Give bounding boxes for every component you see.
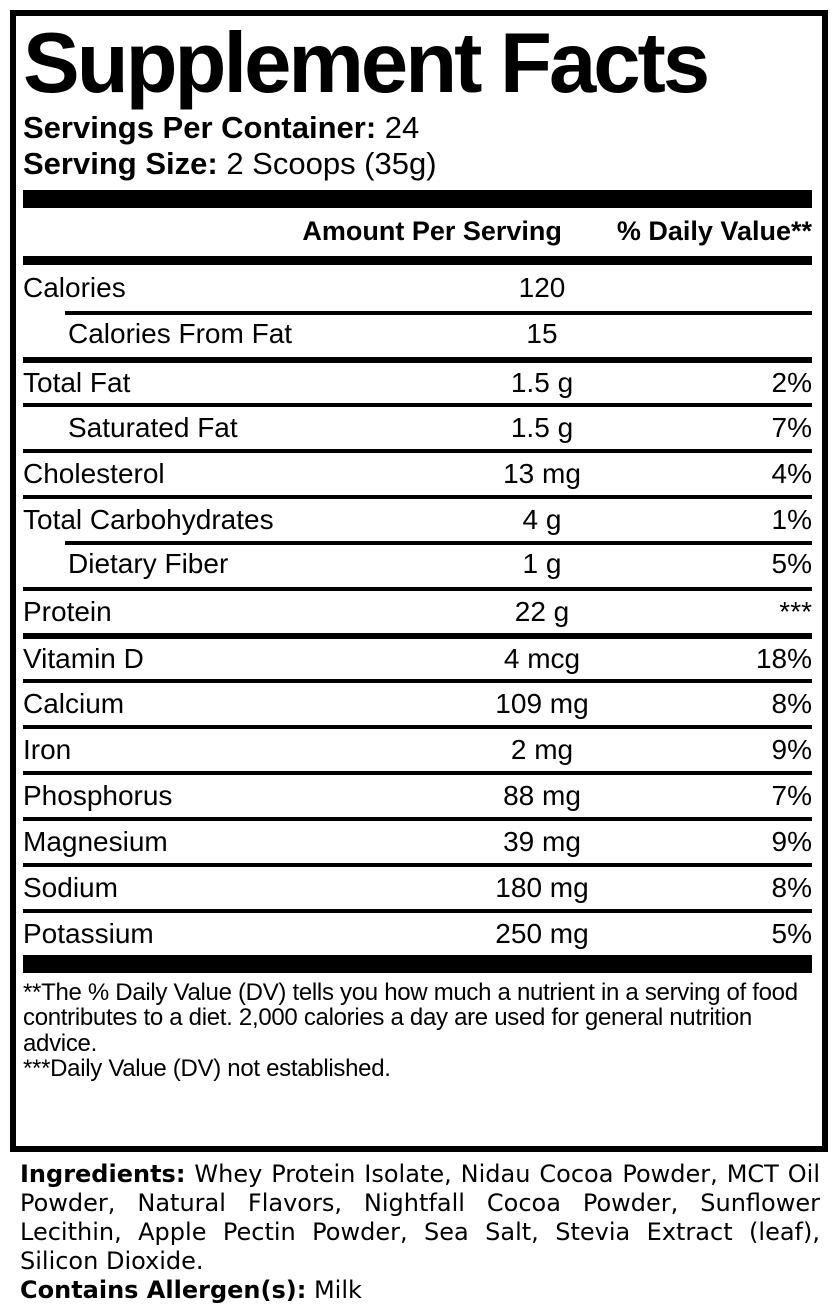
table-row: Vitamin D 4 mcg 18% xyxy=(23,632,812,679)
nutrient-amount: 13 mg xyxy=(503,457,581,489)
facts-table-header: Amount Per Serving % Daily Value** xyxy=(23,208,812,256)
table-row: Saturated Fat 1.5 g 7% xyxy=(23,402,812,449)
nutrient-amount: 39 mg xyxy=(503,825,581,857)
nutrient-daily-value: *** xyxy=(779,595,812,627)
amount-per-serving-header: Amount Per Serving xyxy=(302,216,562,247)
nutrient-amount: 4 g xyxy=(522,503,562,535)
separator-bar-header xyxy=(23,255,812,265)
nutrient-amount: 1 g xyxy=(522,547,562,579)
nutrient-daily-value: 7% xyxy=(771,411,812,443)
serving-size-value: 2 Scoops (35g) xyxy=(226,145,437,181)
table-row: Calories 120 xyxy=(23,265,812,311)
table-row: Sodium 180 mg 8% xyxy=(23,862,812,909)
nutrient-name: Calories xyxy=(23,271,126,303)
daily-value-header: % Daily Value** xyxy=(616,216,812,247)
nutrient-daily-value: 8% xyxy=(771,687,812,719)
table-row: Dietary Fiber 1 g 5% xyxy=(23,540,812,587)
nutrient-amount: 120 xyxy=(518,271,566,303)
table-row: Phosphorus 88 mg 7% xyxy=(23,770,812,817)
nutrient-name: Potassium xyxy=(23,917,154,949)
nutrient-amount: 180 mg xyxy=(495,871,589,903)
allergen-value: Milk xyxy=(313,1276,362,1304)
nutrient-name: Saturated Fat xyxy=(68,411,238,443)
nutrient-name: Sodium xyxy=(23,871,118,903)
nutrient-amount: 1.5 g xyxy=(510,366,574,398)
facts-table-body: Calories 120 Calories From Fat 15 Total … xyxy=(23,265,812,955)
table-row: Calories From Fat 15 xyxy=(23,310,812,357)
nutrient-daily-value: 1% xyxy=(771,503,812,535)
table-row: Cholesterol 13 mg 4% xyxy=(23,448,812,495)
nutrient-name: Cholesterol xyxy=(23,457,165,489)
nutrient-name: Magnesium xyxy=(23,825,168,857)
table-row: Protein 22 g *** xyxy=(23,586,812,633)
supplement-facts-panel: Supplement Facts Servings Per Container:… xyxy=(10,10,828,1152)
table-row: Iron 2 mg 9% xyxy=(23,724,812,771)
nutrient-amount: 109 mg xyxy=(495,687,589,719)
nutrient-amount: 22 g xyxy=(514,595,570,627)
servings-per-container-label: Servings Per Container: xyxy=(23,109,377,145)
nutrient-daily-value: 5% xyxy=(771,917,812,949)
nutrient-name: Iron xyxy=(23,733,72,765)
nutrient-daily-value: 5% xyxy=(771,547,812,579)
nutrient-amount: 1.5 g xyxy=(510,411,574,443)
nutrient-amount: 88 mg xyxy=(503,779,581,811)
nutrient-name: Vitamin D xyxy=(23,642,144,674)
nutrient-amount: 15 xyxy=(526,317,558,349)
table-row: Calcium 109 mg 8% xyxy=(23,678,812,725)
nutrient-name: Phosphorus xyxy=(23,779,173,811)
ingredients-section: Ingredients: Whey Protein Isolate, Nidau… xyxy=(20,1160,820,1305)
nutrient-name: Dietary Fiber xyxy=(68,547,229,579)
ingredients-paragraph: Ingredients: Whey Protein Isolate, Nidau… xyxy=(20,1160,820,1276)
allergen-label: Contains Allergen(s): xyxy=(20,1276,307,1304)
nutrient-name: Total Fat xyxy=(23,366,131,398)
nutrient-daily-value: 8% xyxy=(771,871,812,903)
servings-per-container: Servings Per Container: 24 xyxy=(23,110,812,146)
servings-per-container-value: 24 xyxy=(384,109,420,145)
nutrient-name: Total Carbohydrates xyxy=(23,503,274,535)
nutrient-daily-value: 9% xyxy=(771,733,812,765)
table-row: Potassium 250 mg 5% xyxy=(23,908,812,955)
not-established-footnote: ***Daily Value (DV) not established. xyxy=(23,1055,391,1083)
nutrient-amount: 250 mg xyxy=(495,917,589,949)
ingredients-list: Whey Protein Isolate, Nidau Cocoa Powder… xyxy=(20,1160,820,1275)
nutrient-daily-value: 7% xyxy=(771,779,812,811)
nutrient-amount: 2 mg xyxy=(510,733,574,765)
footnotes: **The % Daily Value (DV) tells you how m… xyxy=(23,980,812,1082)
nutrient-name: Calcium xyxy=(23,687,125,719)
nutrient-name: Calories From Fat xyxy=(68,317,293,349)
nutrient-name: Protein xyxy=(23,595,112,627)
table-row: Magnesium 39 mg 9% xyxy=(23,816,812,863)
nutrient-amount: 4 mcg xyxy=(503,642,581,674)
table-row: Total Carbohydrates 4 g 1% xyxy=(23,494,812,541)
nutrient-daily-value: 18% xyxy=(755,642,812,674)
daily-value-footnote: **The % Daily Value (DV) tells you how m… xyxy=(23,978,798,1057)
serving-size: Serving Size: 2 Scoops (35g) xyxy=(23,146,812,182)
nutrient-daily-value: 9% xyxy=(771,825,812,857)
table-row: Total Fat 1.5 g 2% xyxy=(23,356,812,403)
allergen-line: Contains Allergen(s): Milk xyxy=(20,1276,820,1305)
nutrient-daily-value: 2% xyxy=(771,366,812,398)
separator-bar-bottom xyxy=(23,954,812,973)
nutrient-daily-value: 4% xyxy=(771,457,812,489)
ingredients-label: Ingredients: xyxy=(20,1160,186,1188)
separator-bar-top xyxy=(23,189,812,208)
serving-size-label: Serving Size: xyxy=(23,145,218,181)
panel-title: Supplement Facts xyxy=(23,16,710,111)
